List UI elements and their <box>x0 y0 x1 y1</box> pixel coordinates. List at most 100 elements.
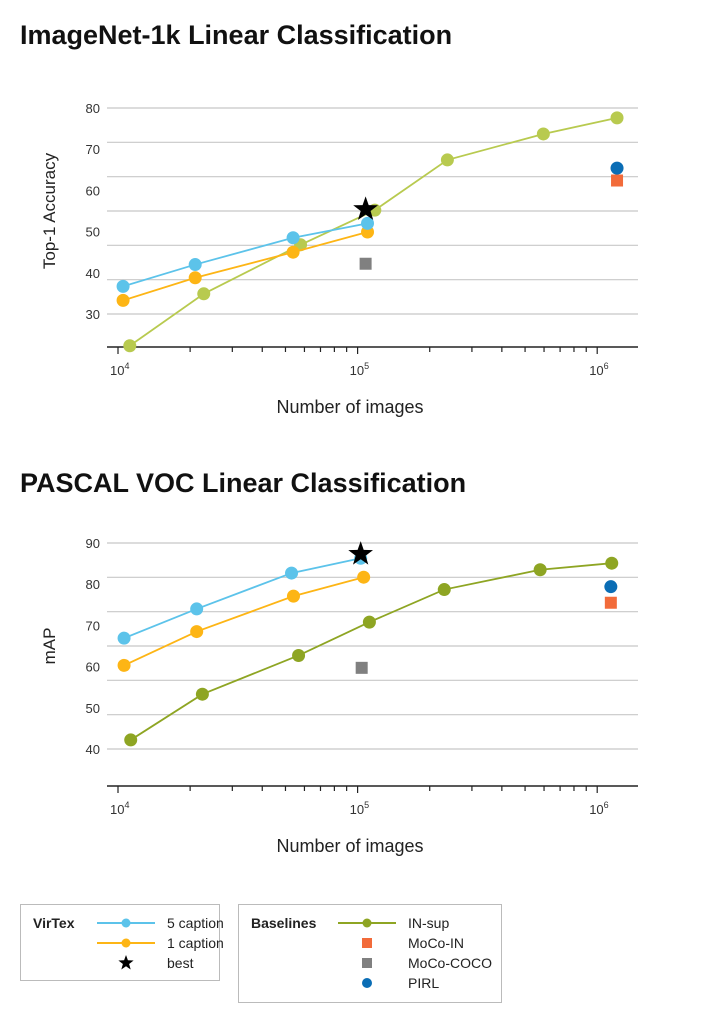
data-point <box>188 258 202 272</box>
series-line <box>123 576 364 667</box>
legend-item: 5 caption <box>95 913 224 933</box>
x-axis-label: Number of images <box>276 397 423 417</box>
voc-chart: 90 80 70 60 50 40 104 105 106 Number of images mAP <box>40 536 638 856</box>
data-point <box>357 570 371 584</box>
series-pirl <box>604 580 618 594</box>
legend-label: PIRL <box>408 975 440 991</box>
legend-label: MoCo-IN <box>408 935 465 951</box>
data-point <box>605 556 619 570</box>
data-point <box>533 563 547 577</box>
data-point <box>353 196 378 220</box>
x-tick-label: 105 <box>350 800 369 817</box>
data-point <box>197 287 211 301</box>
chart-title-voc: PASCAL VOC Linear Classification <box>20 468 467 498</box>
data-point <box>286 245 300 259</box>
line-marker-icon <box>95 913 157 933</box>
y-axis-label: Top-1 Accuracy <box>40 152 59 269</box>
data-point <box>285 566 299 580</box>
square-marker-icon <box>336 953 398 973</box>
series-1-caption <box>117 570 371 672</box>
y-tick-label: 60 <box>86 183 100 198</box>
data-point <box>611 174 624 187</box>
chart-title-imagenet: ImageNet-1k Linear Classification <box>20 20 453 50</box>
data-point <box>190 602 204 616</box>
data-point <box>536 127 550 141</box>
data-point <box>610 161 624 175</box>
data-point <box>292 648 306 662</box>
data-point <box>117 631 131 645</box>
legend-item: best <box>95 953 193 973</box>
legend-virtex: VirTex 5 caption 1 caption best <box>20 904 224 981</box>
y-tick-label: 30 <box>86 307 100 322</box>
legend-label: MoCo-COCO <box>408 955 493 971</box>
data-point <box>195 687 209 701</box>
legend-item: PIRL <box>336 973 439 993</box>
data-point <box>355 661 368 674</box>
data-point <box>286 589 300 603</box>
series-5-caption <box>117 551 368 645</box>
data-point <box>190 625 204 639</box>
series-line <box>123 557 361 640</box>
y-tick-label: 70 <box>86 142 100 157</box>
x-axis-label: Number of images <box>276 836 423 856</box>
y-tick-label: 40 <box>86 742 100 757</box>
legend-item: MoCo-IN <box>336 933 464 953</box>
data-point <box>361 216 375 230</box>
x-tick-label: 106 <box>589 800 608 817</box>
data-point <box>116 279 130 293</box>
series-in-sup <box>124 556 619 747</box>
y-axis-label: mAP <box>40 628 59 665</box>
data-point <box>359 257 372 270</box>
legend-baselines: Baselines IN-sup MoCo-IN MoCo-COCO PIRL <box>238 904 502 1003</box>
x-tick-label: 105 <box>350 361 369 378</box>
legend-title: VirTex <box>33 915 75 931</box>
y-tick-label: 60 <box>86 660 100 675</box>
series-pirl <box>610 161 624 175</box>
series-5-caption <box>116 216 375 293</box>
series-moco-in <box>604 596 617 609</box>
data-point <box>610 111 624 125</box>
data-point <box>440 153 454 167</box>
series-moco-in <box>611 174 624 187</box>
x-tick-label: 106 <box>589 361 608 378</box>
series-line <box>122 222 368 288</box>
x-tick-label: 104 <box>110 800 129 817</box>
y-tick-label: 70 <box>86 618 100 633</box>
y-tick-label: 80 <box>86 577 100 592</box>
data-point <box>604 596 617 609</box>
y-tick-label: 50 <box>86 225 100 240</box>
line-marker-icon <box>336 913 398 933</box>
data-point <box>123 339 137 353</box>
circle-marker-icon <box>336 973 398 993</box>
line-marker-icon <box>95 933 157 953</box>
series-moco-coco <box>359 257 372 270</box>
legend-label: 1 caption <box>167 935 224 951</box>
data-point <box>286 231 300 245</box>
imagenet-chart: 80 70 60 50 40 30 104 105 106 Number of images Top… <box>40 101 638 417</box>
data-point <box>188 271 202 285</box>
legend-title: Baselines <box>251 915 317 931</box>
legend-label: 5 caption <box>167 915 224 931</box>
data-point <box>116 293 130 307</box>
data-point <box>437 583 451 597</box>
series-line <box>130 562 612 741</box>
data-point <box>124 733 138 747</box>
data-point <box>348 541 373 565</box>
square-marker-icon <box>336 933 398 953</box>
series-best <box>353 196 378 220</box>
legend-label: best <box>167 955 194 971</box>
data-point <box>117 658 131 672</box>
series-line <box>122 231 368 302</box>
data-point <box>362 615 376 629</box>
data-point <box>604 580 618 594</box>
legend-label: IN-sup <box>408 915 450 931</box>
legend-item: IN-sup <box>336 913 449 933</box>
y-tick-label: 80 <box>86 101 100 116</box>
series-best <box>348 541 373 565</box>
star-icon <box>95 953 157 973</box>
series-moco-coco <box>355 661 368 674</box>
y-tick-label: 40 <box>86 266 100 281</box>
legend-item: 1 caption <box>95 933 224 953</box>
x-tick-label: 104 <box>110 361 129 378</box>
y-tick-label: 50 <box>86 701 100 716</box>
